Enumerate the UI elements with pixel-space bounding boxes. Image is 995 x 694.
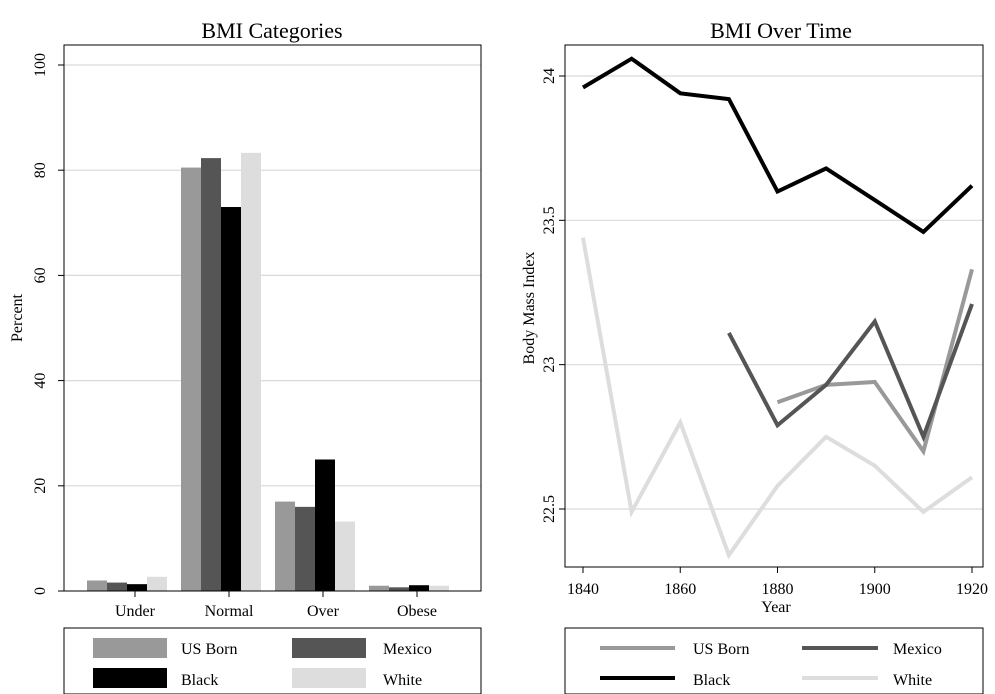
bar-over-black	[315, 459, 335, 591]
bar-xtick-label-under: Under	[115, 603, 156, 620]
bar-xtick-label-over: Over	[307, 603, 340, 620]
bar-ytick-label-0: 0	[32, 587, 49, 595]
line-chart-series	[581, 56, 974, 560]
bar-over-us-born	[275, 501, 295, 591]
bar-chart-title: BMI Categories	[201, 18, 342, 43]
bar-normal-white	[241, 152, 261, 592]
line-legend-label-mexico: Mexico	[893, 641, 942, 658]
bar-chart-panel: BMI Categories 0 20 40 60 80 100 Under Normal O…	[9, 18, 482, 694]
bar-under-black	[127, 584, 147, 591]
bar-legend-swatch-black	[93, 668, 167, 688]
line-series-black	[581, 56, 974, 235]
bar-obese-mexico	[389, 587, 409, 591]
bar-chart-y-axis: 0 20 40 60 80 100	[32, 53, 64, 595]
line-series-white	[581, 237, 974, 560]
line-xtick-label-1920: 1920	[956, 581, 988, 598]
bar-legend-frame	[63, 627, 482, 694]
line-chart-y-axis-label: Body Mass Index	[521, 252, 538, 365]
bar-legend-label-white: White	[383, 672, 422, 689]
bar-under-us-born	[87, 580, 107, 591]
bar-legend-swatch-white	[292, 668, 366, 688]
bar-under-white	[147, 576, 167, 591]
bar-chart-y-axis-label: Percent	[9, 293, 26, 342]
line-legend-frame	[564, 627, 984, 694]
line-legend-label-black: Black	[693, 672, 730, 689]
line-chart-y-axis: 22.5 23 23.5 24	[541, 68, 565, 523]
line-xtick-label-1880: 1880	[762, 581, 794, 598]
bar-ytick-label-80: 80	[32, 162, 49, 178]
line-xtick-label-1900: 1900	[859, 581, 891, 598]
bar-chart-legend: US Born Mexico Black White	[63, 627, 482, 694]
bar-legend-label-black: Black	[181, 672, 218, 689]
line-chart-plot-frame	[564, 44, 984, 568]
line-xtick-label-1860: 1860	[664, 581, 696, 598]
bar-normal-us-born	[181, 167, 201, 591]
line-chart-x-axis: 1840 1860 1880 1900 1920	[567, 567, 988, 598]
bar-obese-us-born	[369, 585, 389, 591]
line-ytick-label-24: 24	[541, 68, 558, 84]
bar-obese-black	[409, 585, 429, 591]
bar-ytick-label-100: 100	[32, 53, 49, 77]
bar-over-mexico	[295, 506, 315, 591]
bar-ytick-label-40: 40	[32, 373, 49, 389]
line-chart-x-axis-label: Year	[761, 599, 791, 616]
bar-chart-x-axis: Under Normal Over Obese	[115, 591, 437, 620]
bar-legend-swatch-us-born	[93, 638, 167, 658]
line-ytick-label-22-5: 22.5	[541, 495, 558, 523]
line-series-mexico	[727, 303, 974, 443]
bar-normal-black	[221, 207, 241, 591]
bar-obese-white	[429, 585, 449, 591]
bar-normal-mexico	[201, 158, 221, 592]
bar-xtick-label-normal: Normal	[205, 603, 254, 620]
line-ytick-label-23: 23	[541, 357, 558, 373]
bar-legend-label-mexico: Mexico	[383, 641, 432, 658]
line-chart-legend: US Born Mexico Black White	[564, 627, 984, 694]
bar-ytick-label-20: 20	[32, 478, 49, 494]
line-series-us-born	[776, 268, 974, 456]
bar-over-white	[335, 521, 355, 591]
line-chart-title: BMI Over Time	[710, 18, 852, 43]
bar-xtick-label-obese: Obese	[397, 603, 437, 620]
bar-legend-label-us-born: US Born	[181, 641, 237, 658]
line-legend-label-white: White	[893, 672, 932, 689]
line-xtick-label-1840: 1840	[567, 581, 599, 598]
line-ytick-label-23-5: 23.5	[541, 206, 558, 234]
bar-chart-gridlines	[64, 64, 481, 487]
bar-chart-bars	[87, 152, 449, 592]
bar-chart-plot-frame	[63, 44, 482, 592]
bar-under-mexico	[107, 582, 127, 591]
line-legend-label-us-born: US Born	[693, 641, 749, 658]
bar-legend-swatch-mexico	[292, 638, 366, 658]
bar-ytick-label-60: 60	[32, 267, 49, 283]
